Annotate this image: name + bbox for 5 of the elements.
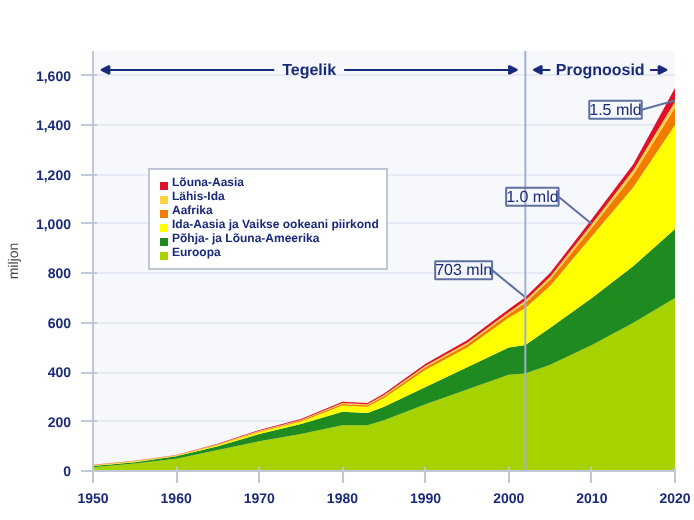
band-label: Tegelik bbox=[282, 60, 338, 79]
band-label: Prognoosid bbox=[555, 60, 645, 79]
annotation: 1.0 mld bbox=[506, 187, 559, 206]
annotation: 1.5 mld bbox=[589, 100, 642, 119]
annotation: 703 mln bbox=[435, 261, 493, 280]
